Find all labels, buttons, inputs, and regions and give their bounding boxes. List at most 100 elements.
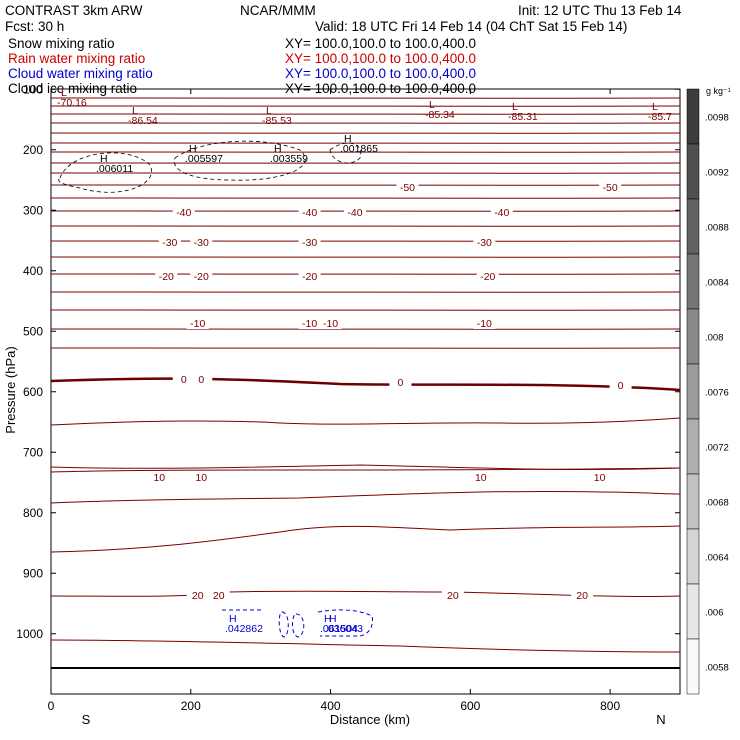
contour-value-label: -10 [190,318,205,330]
x-tick-label: 800 [600,699,620,713]
colorbar-swatch [686,143,700,200]
contour-value-label: -30 [162,237,177,249]
colorbar-swatch [686,583,700,640]
center-label: NCAR/MMM [240,3,316,18]
temperature-contour [50,122,681,124]
extremum-marker: L [652,101,658,113]
model-title: CONTRAST 3km ARW [5,3,143,18]
extremum-value: .061504 [320,623,358,635]
contour-label-bg [609,380,632,391]
extremum-marker: L [512,101,518,113]
extremum-marker: L [266,105,272,117]
contour-value-label: -30 [194,237,209,249]
extremum-marker: H [329,613,337,625]
colorbar-level-label: .0088 [705,223,729,234]
contour-value-label: -40 [302,207,317,219]
valid-time: Valid: 18 UTC Fri 14 Feb 14 (04 ChT Sat … [315,19,628,34]
y-tick-label: 100 [23,82,43,96]
cloud-ice-contour [58,152,152,193]
contour-value-label: -50 [400,182,415,194]
extremum-value: -70.16 [57,97,87,109]
extremum-value: -85.7 [648,111,672,123]
field-rain-name: Rain water mixing ratio [8,51,146,66]
extremum-value: .036043 [325,623,363,635]
x-tick-label: 0 [48,699,55,713]
temperature-contour [50,639,681,653]
colorbar-swatch [686,418,700,475]
colorbar-level-label: .0072 [705,443,729,454]
contour-label-bg [389,377,412,388]
extremum-value: .005597 [185,153,223,165]
cloud-contours [58,140,373,638]
y-axis-label: Pressure (hPa) [3,346,18,433]
contour-label-bg [473,237,496,248]
contour-label-bg [344,207,367,218]
y-tick-label: 800 [23,506,43,520]
colorbar-swatch [686,198,700,255]
contour-value-label: -10 [477,318,492,330]
contour-label-bg [158,237,181,248]
contour-value-label: -10 [302,318,317,330]
contour-label-bg [190,472,213,483]
colorbar-level-label: .0058 [705,663,729,674]
temperature-contour [50,490,681,504]
contour-value-label: -20 [302,271,317,283]
x-tick-label: 200 [181,699,201,713]
temperature-contour [50,225,681,227]
contour-value-label: 0 [181,374,187,386]
contour-value-label: 10 [153,472,165,484]
contour-label-bg [599,182,622,193]
contour-value-label: 20 [192,590,204,602]
temperature-contour [50,97,681,99]
contour-label-bg [298,271,321,282]
temperature-contour [50,132,681,134]
colorbar: .0098 .0092 .0088 .0084 .008 .0076 .0072 .0068.… [686,88,729,695]
contour-label-bg [186,590,209,601]
extremum-value: .006011 [96,163,133,175]
cloud-ice-contour [174,140,306,181]
extremum-value: -85.53 [262,115,292,127]
contour-value-label: 10 [594,472,606,484]
contour-label-bg [441,590,464,601]
cloud-water-contour [292,613,305,638]
y-tick-label: 500 [23,324,43,338]
contour-label-bg [172,374,195,385]
extremum-marker: H [324,613,332,625]
contour-value-label: -20 [194,271,209,283]
contour-label-bg [207,590,230,601]
contour-value-label: -40 [176,207,191,219]
temperature-contour [50,240,681,242]
y-tick-label: 300 [23,203,43,217]
temperature-contour [50,309,681,311]
field-cloud-water-xy: XY= 100.0,100.0 to 100.0,400.0 [285,66,477,81]
colorbar-swatch [686,363,700,420]
colorbar-unit: g kg⁻¹ [706,86,731,96]
extremum-marker: H [274,143,282,155]
colorbar-swatch [686,308,700,365]
field-rain-xy: XY= 100.0,100.0 to 100.0,400.0 [285,51,477,66]
contour-label-bg [396,182,419,193]
temperature-contour [50,525,681,553]
contour-value-label: -20 [480,271,495,283]
contour-lines [50,97,681,653]
colorbar-level-label: .0092 [705,168,729,179]
contour-label-bg [588,472,611,483]
contour-value-label: -40 [347,207,362,219]
y-tick-label: 700 [23,445,43,459]
extremum-marker: H [100,153,108,165]
temperature-contour [50,172,681,174]
x-axis-label: Distance (km) [330,712,410,727]
contour-value-label: -20 [159,271,174,283]
cloud-water-contour [278,611,289,638]
contour-label-bg [190,374,213,385]
x-right-end-label: N [656,712,665,727]
x-tick-label: 400 [321,699,341,713]
contour-value-label: -30 [477,237,492,249]
x-left-end-label: S [82,712,91,727]
colorbar-swatch [686,638,700,695]
colorbar-level-label: .0084 [705,278,729,289]
zero-contour [50,377,681,392]
colorbar-level-label: .0076 [705,388,729,399]
